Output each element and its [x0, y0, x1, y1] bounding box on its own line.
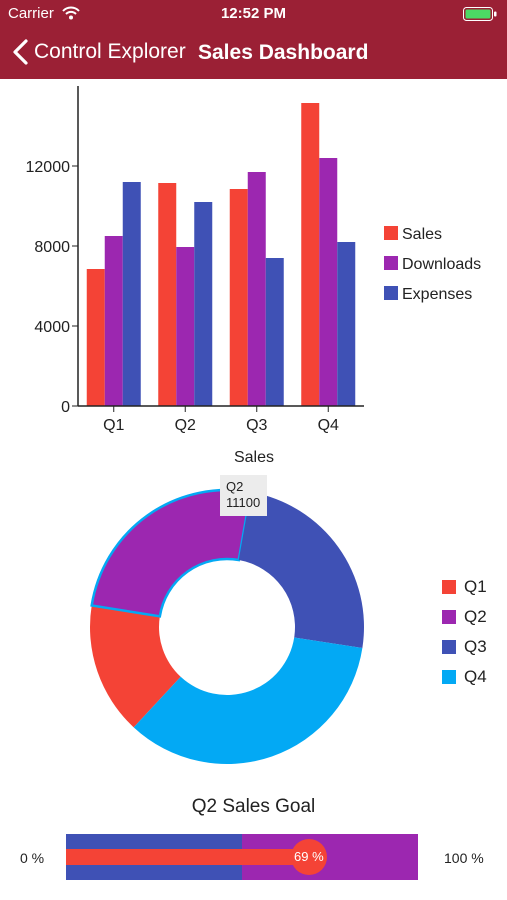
bar-chart: 0 4000 8000 12000 Q1 Q2 Q3 Q4 Sales Downloads Ex…: [26, 86, 481, 434]
legend-label: Q2: [464, 607, 487, 626]
pie-slice-q3[interactable]: [238, 492, 364, 649]
navigation-bar: Control Explorer Sales Dashboard: [0, 28, 507, 79]
bar-sales-q2[interactable]: [158, 183, 177, 406]
back-button[interactable]: Control Explorer: [10, 37, 186, 67]
bar-expenses-q4[interactable]: [337, 242, 356, 406]
back-button-label: Control Explorer: [34, 40, 186, 63]
legend-swatch-downloads: [384, 256, 398, 270]
status-time: 12:52 PM: [220, 5, 287, 22]
bar-sales-q1[interactable]: [86, 269, 105, 406]
legend-swatch: [442, 580, 456, 594]
bar-sales-q4[interactable]: [301, 103, 320, 406]
legend-label-downloads: Downloads: [402, 256, 481, 273]
tooltip-value: 11100: [226, 495, 260, 510]
sales-goal-gauge[interactable]: 69 %: [66, 834, 418, 880]
legend-swatch-expenses: [384, 286, 398, 300]
pie-chart-title: Sales: [234, 449, 274, 466]
legend-swatch-sales: [384, 226, 398, 240]
carrier-label: Carrier: [8, 5, 54, 22]
y-tick-label: 8000: [34, 239, 70, 256]
pie-legend-item-q3: Q3: [442, 632, 487, 662]
pie-slice-q4[interactable]: [133, 637, 363, 765]
pie-legend: Q1 Q2 Q3 Q4: [442, 572, 487, 692]
battery-icon: [463, 7, 497, 21]
bar-expenses-q3[interactable]: [265, 258, 284, 406]
wifi-icon: [62, 6, 80, 20]
x-tick-label: Q1: [103, 417, 124, 434]
gauge-progress-bar: [66, 849, 309, 865]
legend-label-expenses: Expenses: [402, 286, 472, 303]
gauge-max-label: 100 %: [444, 850, 484, 866]
legend-label-sales: Sales: [402, 226, 442, 243]
chevron-left-icon: [13, 39, 28, 65]
tooltip: Q2 11100: [220, 475, 267, 516]
bar-downloads-q3[interactable]: [247, 172, 266, 406]
pie-chart: Sales Q2 11100: [89, 449, 364, 765]
bar-downloads-q4[interactable]: [319, 158, 338, 406]
bar-downloads-q2[interactable]: [176, 247, 195, 406]
bar-expenses-q2[interactable]: [194, 202, 213, 406]
pie-legend-item-q1: Q1: [442, 572, 487, 602]
status-bar: Carrier 12:52 PM: [0, 0, 507, 28]
gauge-min-label: 0 %: [20, 850, 45, 866]
pie-legend-item-q2: Q2: [442, 602, 487, 632]
legend-swatch: [442, 610, 456, 624]
x-tick-label: Q2: [175, 417, 196, 434]
bar-downloads-q1[interactable]: [104, 236, 123, 406]
x-tick-label: Q3: [246, 417, 267, 434]
gauge-thumb[interactable]: 69 %: [290, 839, 327, 875]
legend-swatch: [442, 640, 456, 654]
pie-legend-item-q4: Q4: [442, 662, 487, 692]
y-tick-label: 4000: [34, 319, 70, 336]
bar-expenses-q1[interactable]: [122, 182, 141, 406]
legend-swatch: [442, 670, 456, 684]
legend-label: Q4: [464, 667, 487, 686]
legend-label: Q1: [464, 577, 487, 596]
tooltip-label: Q2: [226, 479, 243, 494]
x-tick-label: Q4: [318, 417, 339, 434]
y-tick-label: 0: [61, 399, 70, 416]
gauge-title: Q2 Sales Goal: [191, 796, 316, 817]
bar-sales-q3[interactable]: [229, 189, 248, 406]
pie-slice-q1[interactable]: [89, 605, 181, 728]
y-tick-label: 12000: [26, 159, 71, 176]
page-title: Sales Dashboard: [198, 41, 369, 64]
legend-label: Q3: [464, 637, 487, 656]
